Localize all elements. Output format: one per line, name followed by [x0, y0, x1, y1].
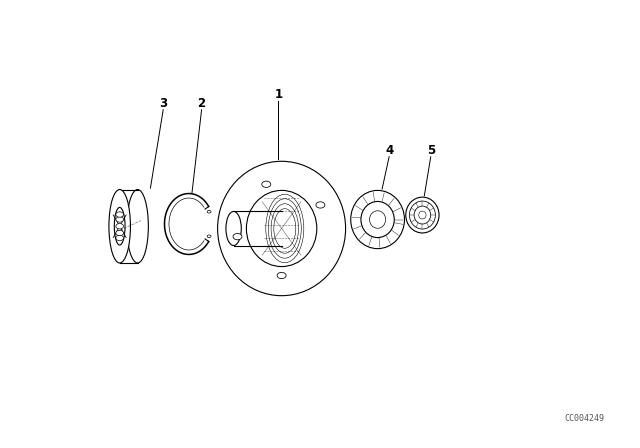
Circle shape — [116, 217, 124, 222]
Circle shape — [116, 212, 124, 217]
Text: 4: 4 — [385, 143, 393, 157]
Text: 2: 2 — [198, 96, 205, 110]
Ellipse shape — [351, 190, 404, 249]
Ellipse shape — [406, 197, 439, 233]
Ellipse shape — [226, 211, 241, 246]
Circle shape — [233, 233, 242, 240]
Ellipse shape — [109, 190, 131, 263]
Circle shape — [277, 272, 286, 279]
Text: 3: 3 — [159, 96, 167, 110]
Circle shape — [207, 235, 211, 237]
Text: 1: 1 — [275, 87, 282, 101]
Circle shape — [262, 181, 271, 187]
Circle shape — [116, 230, 124, 236]
Circle shape — [207, 211, 211, 213]
Ellipse shape — [127, 190, 148, 263]
Ellipse shape — [218, 161, 346, 296]
Text: CC004249: CC004249 — [564, 414, 605, 423]
Ellipse shape — [361, 202, 394, 237]
Circle shape — [116, 235, 124, 241]
Circle shape — [316, 202, 325, 208]
Text: 5: 5 — [427, 143, 435, 157]
Circle shape — [116, 224, 124, 229]
